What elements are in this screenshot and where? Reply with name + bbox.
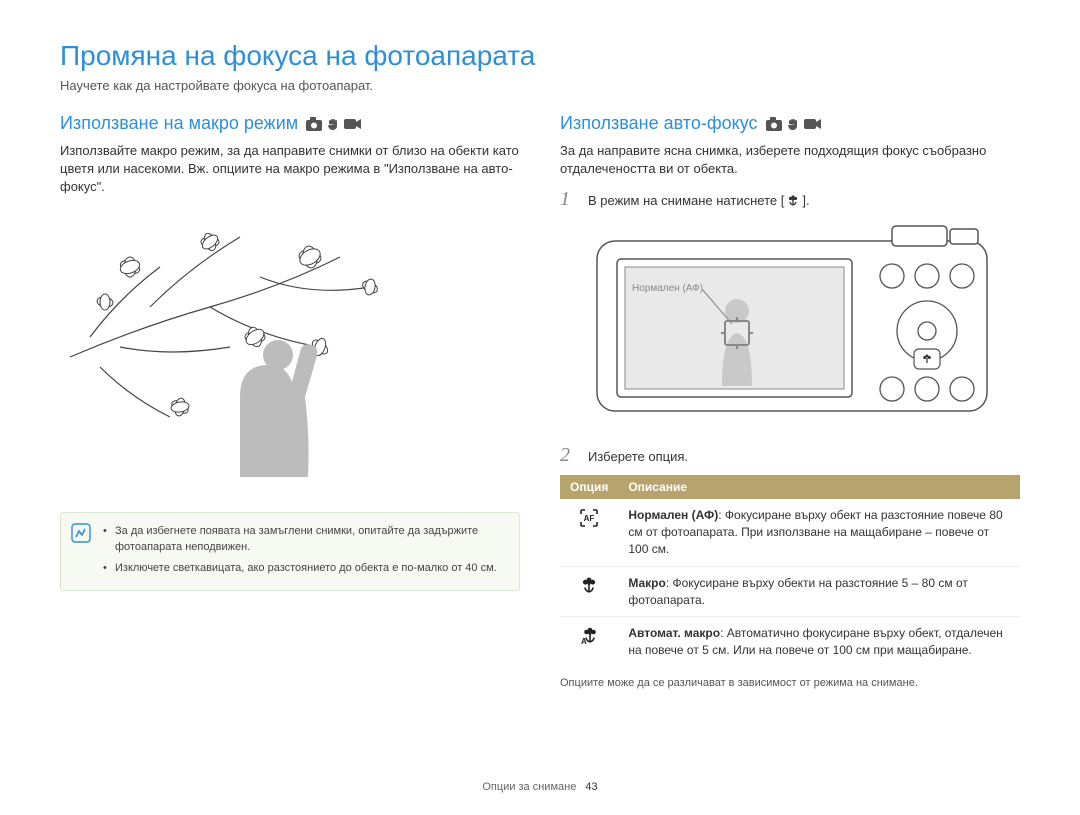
page-title: Промяна на фокуса на фотоапарата — [60, 40, 1020, 72]
option-title: Нормален (АФ) — [628, 508, 718, 522]
mode-icons — [306, 117, 362, 131]
autofocus-body-text: За да направите ясна снимка, изберете по… — [560, 142, 1020, 178]
options-table: Опция Описание AF Нормален (АФ): Фокусир… — [560, 475, 1020, 667]
table-header-desc: Описание — [618, 475, 1020, 499]
note-box: За да избегнете появата на замъглени сни… — [60, 512, 520, 592]
step-text: Изберете опция. — [588, 449, 688, 464]
step-number: 2 — [560, 444, 578, 467]
svg-text:AF: AF — [584, 514, 595, 523]
option-icon-cell — [560, 566, 618, 617]
flower-silhouette-illustration — [60, 207, 520, 482]
page: Промяна на фокуса на фотоапарата Научете… — [0, 0, 1080, 719]
note-item: Изключете светкавицата, ако разстоянието… — [103, 560, 507, 577]
option-title: Автомат. макро — [628, 626, 720, 640]
step1-suffix: ]. — [802, 193, 809, 208]
option-desc-cell: Автомат. макро: Автоматично фокусиране в… — [618, 617, 1020, 667]
table-header-option: Опция — [560, 475, 618, 499]
section-heading-autofocus-label: Използване авто-фокус — [560, 113, 758, 134]
hand-mode-icon — [326, 117, 340, 131]
option-icon-cell: AF — [560, 499, 618, 566]
camera-mode-icon — [766, 117, 782, 131]
step1-prefix: В режим на снимане натиснете [ — [588, 193, 784, 208]
step-1: 1 В режим на снимане натиснете []. — [560, 188, 1020, 211]
option-desc-cell: Нормален (АФ): Фокусиране върху обект на… — [618, 499, 1020, 566]
footer-label: Опции за снимане — [482, 781, 576, 793]
option-desc: : Фокусиране върху обекти на разстояние … — [628, 576, 968, 607]
right-column: Използване авто-фокус За да направите яс… — [560, 113, 1020, 689]
svg-text:A: A — [581, 637, 587, 645]
camera-mode-icon — [306, 117, 322, 131]
option-desc-cell: Макро: Фокусиране върху обекти на разсто… — [618, 566, 1020, 617]
table-row: AF Нормален (АФ): Фокусиране върху обект… — [560, 499, 1020, 566]
section-heading-macro: Използване на макро режим — [60, 113, 520, 134]
option-icon-cell: A — [560, 617, 618, 667]
page-footer: Опции за снимане 43 — [0, 781, 1080, 793]
options-footnote: Опциите може да се различават в зависимо… — [560, 677, 1020, 689]
macro-flower-inline-icon — [786, 193, 800, 210]
af-normal-icon: AF — [578, 507, 600, 529]
video-mode-icon — [344, 118, 362, 130]
note-icon — [71, 523, 91, 543]
footer-page-number: 43 — [585, 781, 597, 793]
camera-screen-label: Нормален (АФ) — [632, 283, 703, 294]
hand-mode-icon — [786, 117, 800, 131]
video-mode-icon — [804, 118, 822, 130]
table-row: A Автомат. макро: Автоматично фокусиране… — [560, 617, 1020, 667]
note-item: За да избегнете появата на замъглени сни… — [103, 523, 507, 556]
option-title: Макро — [628, 576, 665, 590]
note-list: За да избегнете появата на замъглени сни… — [103, 523, 507, 577]
mode-icons — [766, 117, 822, 131]
camera-back-diagram: Нормален (АФ) — [592, 221, 1020, 426]
section-heading-autofocus: Използване авто-фокус — [560, 113, 1020, 134]
section-heading-macro-label: Използване на макро режим — [60, 113, 298, 134]
page-subtitle: Научете как да настройвате фокуса на фот… — [60, 78, 1020, 93]
content-columns: Използване на макро режим Използвайте ма… — [60, 113, 1020, 689]
macro-body-text: Използвайте макро режим, за да направите… — [60, 142, 520, 197]
step-text: В режим на снимане натиснете []. — [588, 193, 810, 210]
macro-icon — [579, 575, 599, 595]
left-column: Използване на макро режим Използвайте ма… — [60, 113, 520, 689]
step-2: 2 Изберете опция. — [560, 444, 1020, 467]
step-number: 1 — [560, 188, 578, 211]
auto-macro-icon: A — [578, 625, 600, 645]
table-row: Макро: Фокусиране върху обекти на разсто… — [560, 566, 1020, 617]
